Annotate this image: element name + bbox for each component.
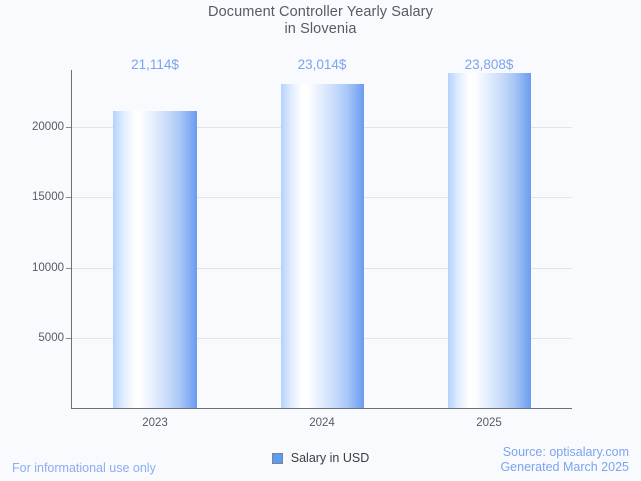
source-block: Source: optisalary.com Generated March 2… [500,445,629,475]
y-tick-mark-15000 [66,197,71,198]
square-swatch-icon [271,452,283,464]
bar-value-label-2024: 23,014$ [297,57,347,72]
bar-2023[interactable] [113,111,197,408]
chart-title: Document Controller Yearly Salary in Slo… [0,4,641,38]
y-tick-label-20000: 20000 [32,121,64,133]
bar-2024[interactable] [281,84,364,408]
y-tick-label-5000: 5000 [38,332,64,344]
y-tick-mark-5000 [66,338,71,339]
chart-title-line-2: in Slovenia [284,21,357,37]
x-tick-label-2023: 2023 [142,417,168,429]
y-axis-tick-labels: 20000 15000 10000 5000 [0,70,64,409]
y-axis-line [71,70,72,409]
source-text: Source: optisalary.com [502,445,629,459]
bar-value-label-2025: 23,808$ [464,57,514,72]
chart-legend: Salary in USD [0,451,641,465]
x-tick-label-2025: 2025 [476,417,502,429]
disclaimer-text: For informational use only [12,461,156,475]
y-tick-label-10000: 10000 [32,262,64,274]
y-tick-mark-20000 [66,127,71,128]
x-tick-label-2024: 2024 [309,417,335,429]
legend-item-salary-in-usd[interactable]: Salary in USD [271,451,370,465]
bar-2025[interactable] [448,73,531,408]
legend-item-label: Salary in USD [290,451,370,465]
generated-text: Generated March 2025 [500,460,629,474]
bar-value-label-2023: 21,114$ [131,57,179,72]
plot-area [66,70,572,409]
x-axis-line [71,408,572,409]
chart-title-line-1: Document Controller Yearly Salary [208,4,433,20]
y-tick-mark-10000 [66,268,71,269]
y-tick-label-15000: 15000 [32,191,64,203]
